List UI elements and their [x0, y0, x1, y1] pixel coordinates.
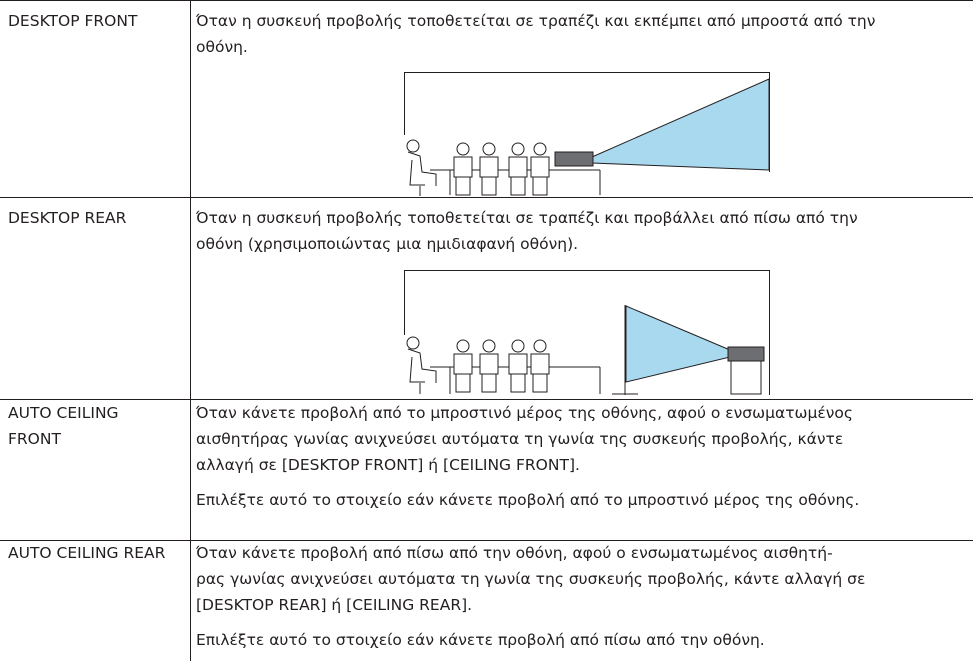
text-line: οθόνη (χρησιμοποιώντας μια ημιδιαφανή οθ… — [196, 235, 579, 253]
text-line: Όταν η συσκευή προβολής τοποθετείται σε … — [196, 12, 876, 30]
row-description: Όταν κάνετε προβολή από πίσω από την οθό… — [196, 540, 966, 653]
paragraph: Επιλέξτε αυτό το στοιχείο εάν κάνετε προ… — [196, 627, 966, 653]
illustration-desktop-rear — [404, 270, 770, 395]
text-line: Επιλέξτε αυτό το στοιχείο εάν κάνετε προ… — [196, 491, 860, 509]
paragraph: Όταν κάνετε προβολή από πίσω από την οθό… — [196, 540, 966, 618]
text-line: Όταν κάνετε προβολή από το μπροστινό μέρ… — [196, 404, 853, 422]
text-line: αισθητήρας γωνίας ανιχνεύσει αυτόματα τη… — [196, 430, 844, 448]
row-label: DESKTOP FRONT — [8, 8, 188, 34]
text-line: AUTO CEILING — [8, 404, 119, 422]
row-label: AUTO CEILING FRONT — [8, 400, 188, 452]
illustration-desktop-front — [404, 72, 770, 196]
text-line: ρας γωνίας ανιχνεύσει αυτόματα τη γωνία … — [196, 570, 866, 588]
text-line: Όταν κάνετε προβολή από πίσω από την οθό… — [196, 544, 833, 562]
text-line: Επιλέξτε αυτό το στοιχείο εάν κάνετε προ… — [196, 631, 765, 649]
text-line: Όταν η συσκευή προβολής τοποθετείται σε … — [196, 209, 858, 227]
text-line: DESKTOP REAR — [8, 209, 127, 227]
paragraph: Όταν κάνετε προβολή από το μπροστινό μέρ… — [196, 400, 966, 478]
row-label: AUTO CEILING REAR — [8, 540, 188, 566]
row-description: Όταν κάνετε προβολή από το μπροστινό μέρ… — [196, 400, 966, 513]
text-line: οθόνη. — [196, 38, 248, 56]
text-line: FRONT — [8, 430, 61, 448]
text-line: AUTO CEILING REAR — [8, 544, 166, 562]
paragraph: Όταν η συσκευή προβολής τοποθετείται σε … — [196, 205, 966, 257]
paragraph: Επιλέξτε αυτό το στοιχείο εάν κάνετε προ… — [196, 487, 966, 513]
row-label: DESKTOP REAR — [8, 205, 188, 231]
row-description: Όταν η συσκευή προβολής τοποθετείται σε … — [196, 205, 966, 257]
text-line: αλλαγή σε [DESKTOP FRONT] ή [CEILING FRO… — [196, 456, 580, 474]
paragraph: Όταν η συσκευή προβολής τοποθετείται σε … — [196, 8, 966, 60]
text-line: [DESKTOP REAR] ή [CEILING REAR]. — [196, 596, 473, 614]
row-description: Όταν η συσκευή προβολής τοποθετείται σε … — [196, 8, 966, 60]
text-line: DESKTOP FRONT — [8, 12, 138, 30]
